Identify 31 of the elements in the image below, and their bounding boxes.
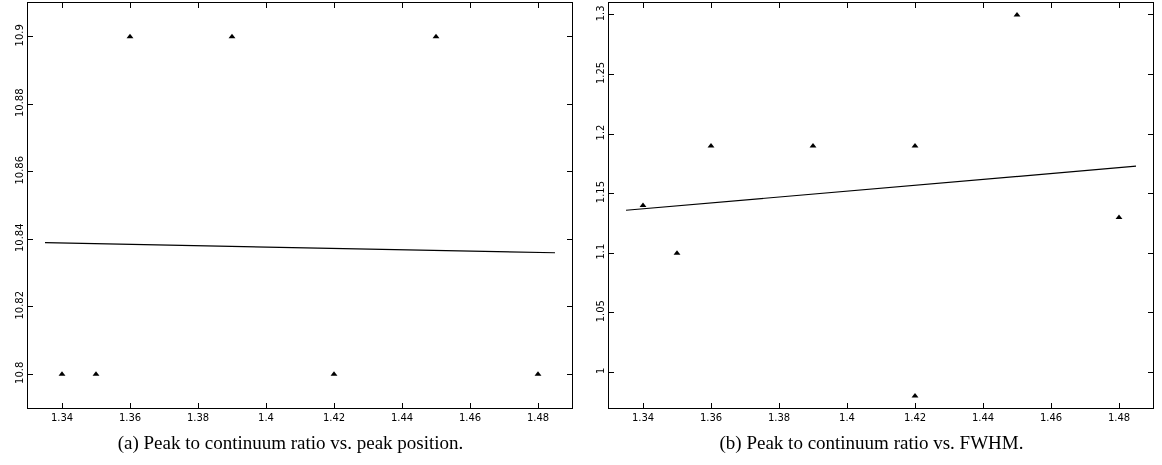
- x-tick-label: 1.34: [50, 412, 74, 423]
- text: (a) Peak to continuum ratio vs. peak position.: [117, 431, 464, 454]
- y-tick-label: 1: [595, 367, 606, 374]
- y-tick-label: 1.3: [595, 5, 606, 22]
- x-tick-label: 1.34: [631, 412, 655, 423]
- y-tick-label: 1.1: [595, 243, 606, 260]
- x-tick-label: 1.44: [390, 412, 414, 423]
- x-tick-label: 1.4: [839, 412, 855, 423]
- x-tick-label: 1.48: [1107, 412, 1131, 423]
- x-tick-label: 1.4: [258, 412, 274, 423]
- x-tick-label: 1.38: [767, 412, 791, 423]
- y-tick-label: 10.9: [14, 24, 25, 47]
- x-tick-label: 1.46: [1039, 412, 1063, 423]
- x-tick-label: 1.46: [458, 412, 482, 423]
- x-tick-label: 1.36: [699, 412, 723, 423]
- y-tick-label: 10.86: [14, 155, 25, 185]
- x-tick-label: 1.42: [903, 412, 927, 423]
- x-tick-label: 1.44: [971, 412, 995, 423]
- x-tick-label: 1.36: [118, 412, 142, 423]
- y-tick-label: 10.8: [14, 361, 25, 384]
- y-tick-label: 10.82: [14, 290, 25, 320]
- y-tick-label: 1.25: [595, 61, 606, 85]
- text: (b) Peak to continuum ratio vs. FWHM.: [719, 431, 1024, 454]
- x-tick-label: 1.42: [322, 412, 346, 423]
- y-tick-label: 1.15: [595, 180, 606, 204]
- x-tick-label: 1.48: [526, 412, 550, 423]
- y-tick-label: 1.2: [595, 124, 606, 141]
- y-tick-label: 1.05: [595, 300, 606, 323]
- y-tick-label: 10.88: [14, 88, 25, 118]
- x-tick-label: 1.38: [186, 412, 210, 423]
- y-tick-label: 10.84: [14, 223, 25, 253]
